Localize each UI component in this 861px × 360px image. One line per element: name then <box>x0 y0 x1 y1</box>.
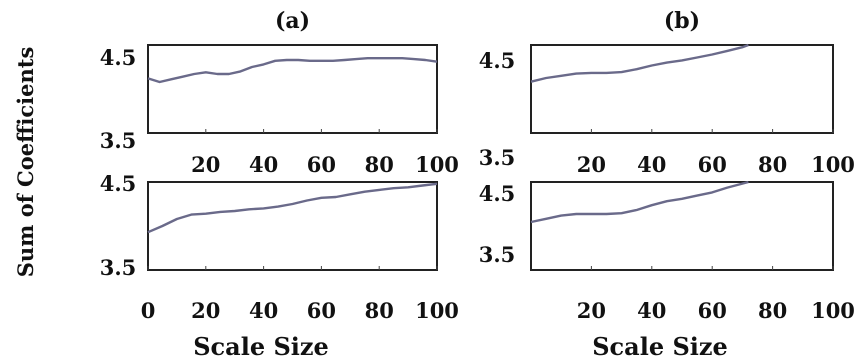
x-tick-label: 20 <box>577 298 606 323</box>
subplot-2: 20 40 60 80 100 3.5 4.5 (b) <box>479 8 855 177</box>
y-tick-label: 4.5 <box>100 45 137 70</box>
x-tick-label: 100 <box>811 298 855 323</box>
x-tick-label: 0 <box>141 298 156 323</box>
x-tick-label: 60 <box>307 298 336 323</box>
series-line <box>530 43 749 83</box>
plot-frame <box>530 181 834 271</box>
y-tick-label: 4.5 <box>479 181 516 206</box>
x-tick-label: 60 <box>307 152 336 177</box>
y-tick-label: 3.5 <box>479 145 516 170</box>
x-tick-label: 100 <box>415 298 459 323</box>
x-tick-label: 40 <box>249 152 278 177</box>
x-axis-label-left: Scale Size <box>193 332 329 360</box>
x-tick-label: 100 <box>415 152 459 177</box>
x-tick-label: 20 <box>577 152 606 177</box>
x-tick-label: 20 <box>191 298 220 323</box>
y-axis-label: Sum of Coefficients <box>13 47 38 278</box>
series-line <box>147 182 438 234</box>
plot-frame <box>147 181 438 271</box>
x-tick-label: 40 <box>249 298 278 323</box>
y-tick-label: 3.5 <box>479 242 516 267</box>
subplot-1: 20 40 60 80 100 3.5 4.5 (a) <box>100 8 459 177</box>
x-tick-label: 100 <box>811 152 855 177</box>
x-tick-label: 60 <box>698 152 727 177</box>
x-tick-label: 60 <box>698 298 727 323</box>
subplot-4: 20 40 60 80 100 3.5 4.5 <box>479 180 855 323</box>
x-tick-label: 80 <box>365 152 394 177</box>
x-tick-label: 20 <box>191 152 220 177</box>
y-tick-label: 4.5 <box>479 48 516 73</box>
x-axis-label-right: Scale Size <box>592 332 728 360</box>
x-tick-label: 40 <box>637 298 666 323</box>
subplot-3: 0 20 40 60 80 100 3.5 4.5 <box>100 171 459 323</box>
series-line <box>147 57 438 84</box>
y-tick-label: 3.5 <box>100 128 137 153</box>
subplots: 20 40 60 80 100 3.5 4.5 (a) 20 40 60 80 100 3.5 4.5 (b)… <box>100 8 855 323</box>
y-tick-label: 4.5 <box>100 171 137 196</box>
x-tick-label: 40 <box>637 152 666 177</box>
plot-frame <box>530 44 834 134</box>
y-tick-label: 3.5 <box>100 255 137 280</box>
panel-title: (b) <box>664 8 700 34</box>
x-tick-label: 80 <box>365 298 394 323</box>
panel-title: (a) <box>275 8 310 34</box>
x-tick-label: 80 <box>758 298 787 323</box>
series-line <box>530 180 749 224</box>
x-tick-label: 80 <box>758 152 787 177</box>
